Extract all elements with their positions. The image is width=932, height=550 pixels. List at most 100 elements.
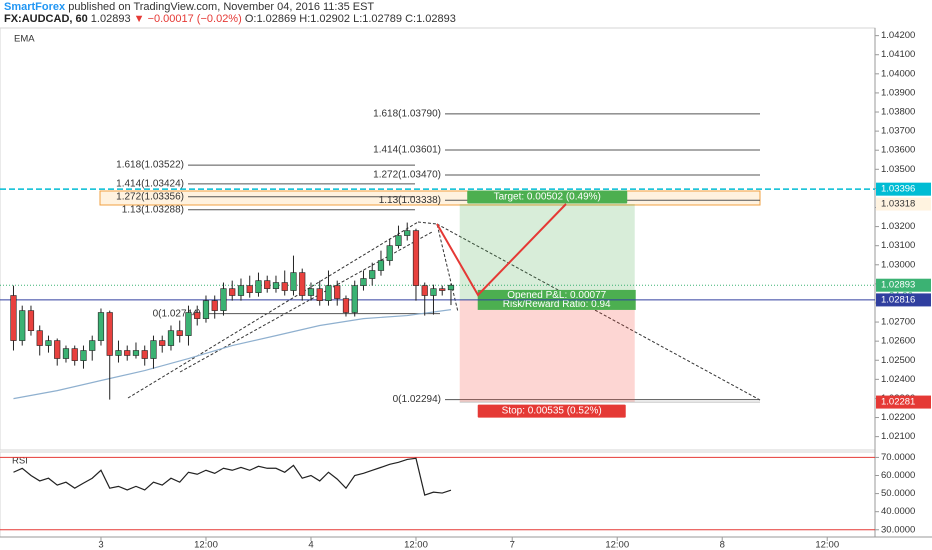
candle-body	[421, 285, 428, 296]
candle-body	[185, 312, 192, 336]
candle-body	[377, 260, 385, 271]
candle-body	[307, 288, 315, 296]
candle-body	[89, 340, 96, 351]
y-tick-label: 1.03500	[881, 164, 915, 175]
candle-body	[132, 350, 140, 356]
fib-label: 0(1.02744)	[153, 308, 201, 319]
y-tick-label: 1.04200	[881, 30, 915, 41]
last-price: 1.02893	[90, 13, 131, 25]
axis-price-label: 1.02893	[881, 280, 915, 291]
candle-body	[334, 285, 341, 299]
target-label: Target: 0.00502 (0.49%)	[494, 192, 601, 203]
fib-label: 1.272(1.03356)	[116, 191, 184, 202]
candle-body	[316, 288, 323, 301]
publish-line: SmartForex published on TradingView.com,…	[4, 1, 456, 13]
stop-label-box	[477, 404, 626, 418]
y-tick-label: 1.02400	[881, 374, 915, 385]
candle-body	[54, 340, 61, 359]
axis-price-label: 1.02816	[881, 294, 915, 305]
loss-zone	[459, 299, 635, 403]
candle-body	[62, 348, 70, 359]
fib-label: 1.618(1.03522)	[116, 160, 184, 171]
x-tick-label: 12:00	[404, 540, 428, 550]
candle-body	[71, 348, 78, 361]
candle-body	[281, 282, 288, 291]
stop-label: Stop: 0.00535 (0.52%)	[502, 406, 602, 417]
axis-price-box	[876, 395, 931, 409]
fib-label: 1.414(1.03601)	[373, 145, 441, 156]
candle-body	[36, 330, 43, 346]
y-tick-label: 1.02600	[881, 336, 915, 347]
rsi-y-tick-label: 60.0000	[881, 470, 915, 481]
fib-label: 1.13(1.03288)	[122, 204, 184, 215]
candle-body	[106, 312, 113, 356]
target-label-box	[467, 190, 628, 204]
candle-body	[272, 282, 280, 289]
published: published on TradingView.com, November 0…	[68, 1, 375, 13]
change: ▼ −0.00017 (−0.02%)	[133, 13, 242, 25]
candle-body	[19, 310, 26, 341]
rsi-y-tick-label: 40.0000	[881, 506, 915, 517]
pl-label: Opened P&L: 0.00077	[507, 290, 606, 301]
candle-body	[211, 300, 218, 311]
candle-body	[447, 284, 455, 291]
axis-price-label: 1.02281	[881, 397, 915, 408]
y-tick-label: 1.04100	[881, 49, 915, 60]
quote-line: FX:AUDCAD, 60 1.02893 ▼ −0.00017 (−0.02%…	[4, 13, 456, 25]
candle-body	[45, 340, 52, 346]
fib-label: 1.272(1.03470)	[373, 170, 441, 181]
rsi-line	[13, 457, 452, 496]
rsi-y-tick-label: 30.0000	[881, 524, 915, 535]
candle-body	[80, 350, 87, 361]
axis-price-box	[876, 278, 931, 292]
fib-label: 1.13(1.03338)	[379, 195, 441, 206]
axis-price-label: 1.03318	[881, 199, 915, 210]
axis-price-label: 1.03396	[881, 184, 915, 195]
candle-body	[439, 288, 446, 291]
x-tick-label: 3	[98, 540, 103, 550]
candle-body	[299, 272, 306, 296]
fib-label: 0(1.02294)	[393, 394, 441, 405]
candle-body	[351, 285, 358, 313]
y-tick-label: 1.03600	[881, 145, 915, 156]
candle-body	[194, 312, 201, 319]
y-tick-label: 1.03000	[881, 259, 915, 270]
candle-body	[150, 340, 157, 359]
y-tick-label: 1.03200	[881, 221, 915, 232]
axis-price-box	[876, 182, 931, 196]
symbol: FX:AUDCAD, 60	[4, 13, 88, 25]
rsi-pane	[0, 451, 876, 538]
projection-line	[436, 203, 567, 297]
y-tick-label: 1.03700	[881, 126, 915, 137]
candle-body	[395, 235, 402, 246]
candle-body	[159, 340, 166, 346]
y-tick-label: 1.02500	[881, 355, 915, 366]
y-tick-label: 1.03900	[881, 87, 915, 98]
fib-connector	[436, 223, 761, 401]
candle-body	[115, 350, 122, 356]
rsi-y-tick-label: 50.0000	[881, 488, 915, 499]
main-pane	[0, 27, 876, 451]
x-tick-label: 7	[510, 540, 515, 550]
candle-body	[360, 278, 367, 286]
x-tick-label: 4	[308, 540, 313, 550]
fib-label: 1.618(1.03790)	[373, 109, 441, 120]
candle-body	[176, 330, 183, 336]
candle-body	[167, 330, 175, 346]
candle-body	[386, 245, 393, 261]
y-tick-label: 1.03800	[881, 107, 915, 118]
candle-body	[237, 285, 245, 296]
candle-body	[290, 272, 297, 291]
candle-body	[97, 312, 105, 341]
axis-price-box	[876, 197, 931, 211]
candle-body	[27, 310, 35, 331]
x-tick-label: 12:00	[605, 540, 629, 550]
candle-body	[264, 280, 271, 289]
candle-body	[404, 230, 411, 236]
candle-body	[220, 288, 227, 311]
y-tick-label: 1.03100	[881, 240, 915, 251]
x-tick-label: 12:00	[194, 540, 218, 550]
candle-body	[412, 230, 420, 286]
